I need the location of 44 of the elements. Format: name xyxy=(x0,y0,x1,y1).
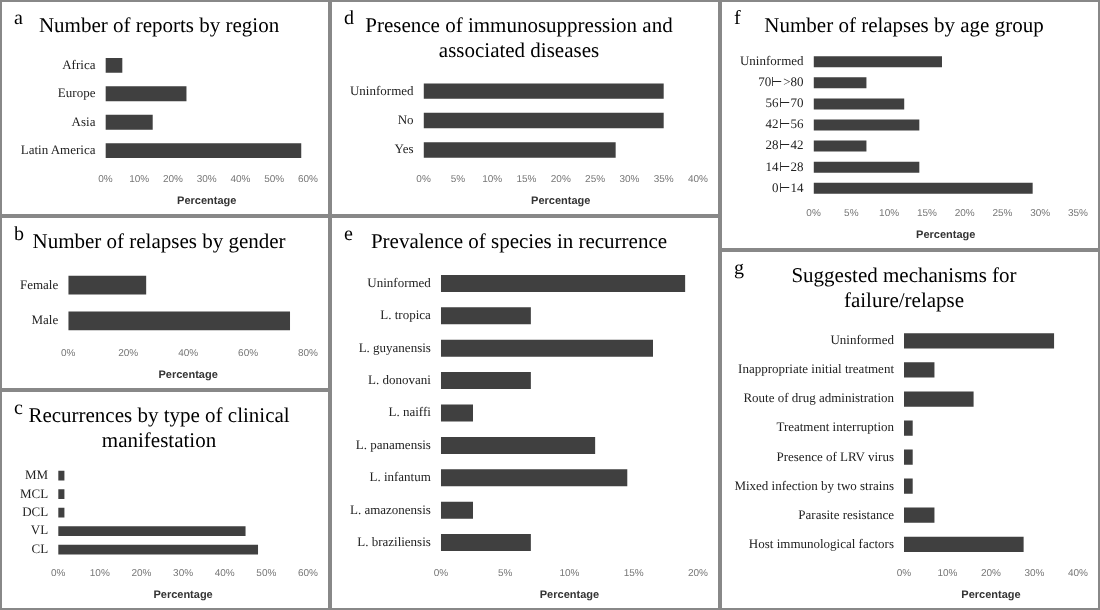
bar xyxy=(904,536,1024,552)
bar xyxy=(58,544,259,555)
text: d xyxy=(344,8,354,30)
text: a xyxy=(14,8,23,30)
bar xyxy=(440,339,653,357)
chart-title: Number of reports by region xyxy=(38,16,281,39)
chart-title: Recurrences by type of clinical manifestation xyxy=(28,406,290,454)
text: g xyxy=(734,258,744,280)
bar xyxy=(440,501,474,519)
chart-title: Number of relapses by age group xyxy=(764,16,1044,39)
text: c xyxy=(14,398,23,420)
text: b xyxy=(14,224,24,246)
bar xyxy=(440,372,531,390)
bar xyxy=(105,114,153,130)
bar xyxy=(440,307,531,325)
bar xyxy=(440,534,531,552)
chart-title: Suggested mechanisms for failure/relapse xyxy=(791,266,1018,314)
bar xyxy=(58,526,246,536)
bar xyxy=(105,57,123,73)
chart-title: Presence of immunosuppression and associated diseases xyxy=(365,16,675,64)
bar xyxy=(904,420,913,436)
bar xyxy=(105,86,187,102)
bar xyxy=(105,143,302,159)
bar xyxy=(813,161,920,173)
chart-title: Prevalence of species in recurrence xyxy=(370,232,668,255)
text: e xyxy=(344,224,353,246)
bar xyxy=(440,436,596,454)
bar xyxy=(904,507,935,523)
bar xyxy=(440,404,474,422)
chart-title: Number of relapses by gender xyxy=(32,232,287,255)
bar xyxy=(904,391,974,407)
bar xyxy=(813,182,1033,194)
bar xyxy=(904,478,913,494)
bar xyxy=(904,333,1055,349)
bar xyxy=(440,469,628,487)
bar xyxy=(813,119,920,131)
bar xyxy=(813,56,942,68)
bar xyxy=(813,140,867,152)
bar xyxy=(813,77,867,89)
bar xyxy=(904,449,913,465)
bar xyxy=(440,274,686,292)
text: f xyxy=(734,8,741,30)
bar xyxy=(813,98,905,110)
bar xyxy=(904,362,935,378)
